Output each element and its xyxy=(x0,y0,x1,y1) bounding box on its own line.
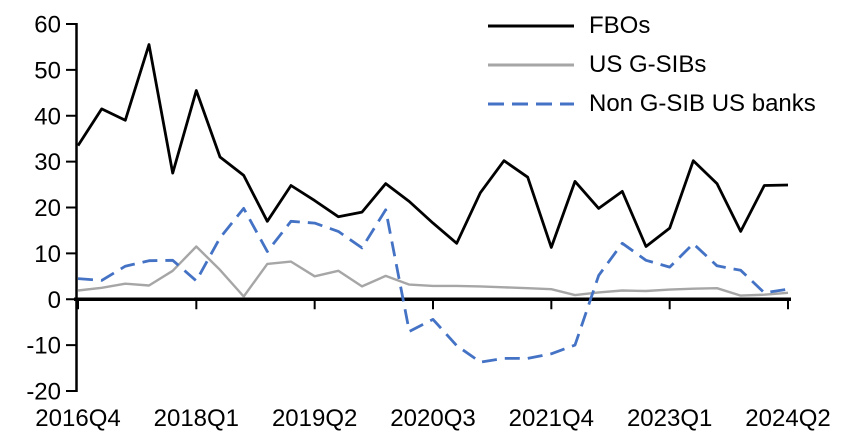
x-tick-label: 2023Q1 xyxy=(627,405,712,432)
x-tick-label: 2018Q1 xyxy=(154,405,239,432)
y-tick-label: -20 xyxy=(26,379,61,406)
x-tick-label: 2019Q2 xyxy=(272,405,357,432)
legend-label-fbos: FBOs xyxy=(589,11,651,39)
x-tick-label: 2016Q4 xyxy=(35,405,120,432)
legend: FBOs US G-SIBs Non G-SIB US banks xyxy=(487,6,816,123)
y-tick-label: 30 xyxy=(34,149,61,176)
y-tick-label: 20 xyxy=(34,195,61,222)
y-tick-label: -10 xyxy=(26,333,61,360)
legend-label-non-gsib-us-banks: Non G-SIB US banks xyxy=(589,89,816,117)
x-tick-label: 2020Q3 xyxy=(390,405,475,432)
us-gsibs-line-sample-icon xyxy=(488,63,574,66)
series-line-us-g-sibs xyxy=(77,245,789,298)
y-tick-label: 40 xyxy=(34,103,61,130)
x-tick-label: 2021Q4 xyxy=(509,405,594,432)
series-line-fbos xyxy=(76,43,789,249)
legend-item-us-gsibs: US G-SIBs xyxy=(487,45,816,84)
y-tick-label: 60 xyxy=(34,12,61,39)
legend-item-non-gsib-us-banks: Non G-SIB US banks xyxy=(487,84,816,123)
x-tick-label: 2024Q2 xyxy=(745,405,830,432)
series-line-non-g-sib-us-banks xyxy=(77,206,789,364)
y-tick-label: 50 xyxy=(34,57,61,84)
y-tick-label: 0 xyxy=(48,287,61,314)
legend-item-fbos: FBOs xyxy=(487,6,816,45)
non-gsib-us-banks-line-sample-icon xyxy=(488,102,574,105)
legend-label-us-gsibs: US G-SIBs xyxy=(589,50,707,78)
fbos-line-sample-icon xyxy=(488,24,574,27)
y-tick-label: 10 xyxy=(34,241,61,268)
